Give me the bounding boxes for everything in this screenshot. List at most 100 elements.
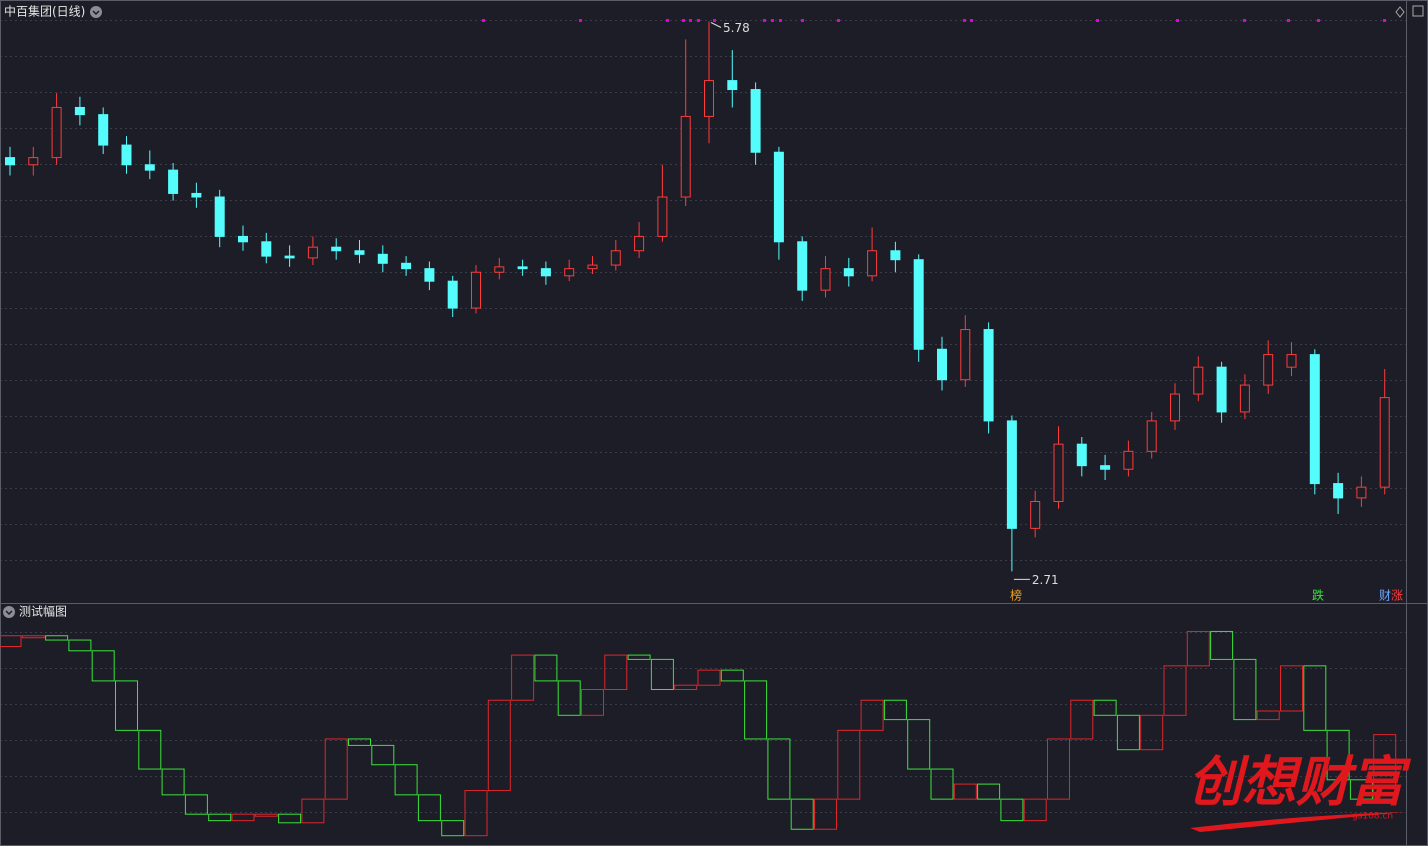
candle-body [937, 348, 947, 381]
step-box [650, 658, 674, 691]
grid-pattern [0, 20, 1406, 580]
diamond-icon[interactable] [1395, 6, 1405, 18]
step-box [860, 699, 884, 731]
signal-dots [482, 19, 1386, 22]
step-box [464, 790, 488, 837]
step-box [21, 635, 45, 639]
candle-body [913, 259, 924, 350]
candle-body [1170, 393, 1180, 422]
candle-body [820, 268, 831, 291]
menu-icon [5, 610, 13, 616]
chart-title: 中百集团(日线) [4, 4, 85, 19]
candle-body [28, 157, 39, 166]
candle-body [121, 144, 132, 166]
min-label: 2.71 [1032, 573, 1059, 587]
candle-body [1076, 443, 1087, 467]
candle-body [1333, 483, 1344, 499]
pane-title: 测试幅图 [19, 604, 67, 619]
candle-body [5, 157, 15, 166]
step-box [534, 654, 558, 682]
step-box [511, 654, 535, 701]
event-marker[interactable]: 跌 [1312, 588, 1324, 603]
candle-body [960, 329, 971, 381]
menu-button[interactable] [90, 6, 102, 18]
step-box [45, 635, 69, 641]
step-box [1047, 738, 1070, 800]
candle-body [1263, 354, 1274, 386]
step-box [254, 813, 278, 817]
candle-body [447, 280, 458, 309]
candle-body [1100, 465, 1111, 470]
candle-body [1053, 443, 1064, 502]
step-box [1116, 714, 1140, 751]
candle-body [261, 241, 272, 257]
watermark-swoosh [1190, 812, 1405, 832]
step-box [1349, 779, 1373, 800]
candle-body [168, 169, 179, 194]
step-box [348, 738, 371, 746]
candle-body [517, 266, 528, 270]
candle-body [1379, 397, 1390, 488]
grid-pattern [0, 625, 1406, 840]
candle-body [540, 268, 551, 277]
event-marker[interactable]: 榜 [1010, 588, 1022, 603]
candle-body [890, 250, 901, 261]
step-box [1070, 699, 1094, 740]
candle-body [680, 115, 691, 198]
candle-body [1239, 384, 1250, 413]
step-box [1280, 665, 1303, 712]
candle-body [354, 250, 365, 255]
step-box [1326, 729, 1350, 781]
candle-body [1286, 354, 1297, 368]
step-box [371, 744, 395, 766]
candle-body [238, 235, 248, 243]
candle-body [331, 246, 342, 252]
step-box [581, 689, 604, 716]
candle-body [704, 80, 714, 117]
step-box [0, 635, 22, 647]
step-box [814, 798, 837, 830]
step-box [674, 684, 698, 691]
step-box [557, 680, 581, 716]
candle-body [1030, 500, 1041, 529]
candle-body [610, 250, 621, 266]
step-box [487, 699, 511, 792]
step-box [1163, 665, 1187, 716]
step-box [1186, 630, 1210, 667]
candle-body [377, 253, 388, 264]
step-box [1023, 798, 1047, 822]
event-marker[interactable]: 财 [1379, 589, 1391, 603]
candle-body [1193, 366, 1204, 395]
watermark-url: gs168.cn [1352, 812, 1393, 822]
candle-body [284, 255, 295, 259]
candle-body [564, 268, 575, 277]
step-box [697, 669, 721, 686]
candle-body [191, 192, 202, 198]
candle-body [51, 106, 62, 159]
step-box [441, 820, 465, 837]
event-marker[interactable]: 涨 [1391, 588, 1403, 603]
step-box [744, 680, 768, 740]
candle-body [74, 106, 85, 116]
candle-body [471, 271, 481, 309]
watermark-title: 创想财富 [1188, 751, 1412, 814]
step-box [184, 794, 208, 815]
candle-body [214, 196, 225, 237]
step-box [790, 798, 814, 830]
step-box [977, 783, 1001, 800]
candle-body [773, 151, 784, 243]
candle-body [1123, 450, 1134, 470]
step-box [907, 719, 931, 770]
candle-body [424, 268, 435, 282]
step-box [1210, 630, 1234, 660]
step-box [720, 669, 744, 682]
step-box [278, 813, 302, 824]
menu-button[interactable] [3, 606, 15, 618]
menu-icon [92, 10, 100, 16]
step-box [1373, 734, 1397, 800]
step-box [208, 813, 232, 822]
candle-body [657, 196, 668, 237]
candle-body [1356, 486, 1367, 499]
maximize-icon[interactable] [1412, 5, 1424, 17]
